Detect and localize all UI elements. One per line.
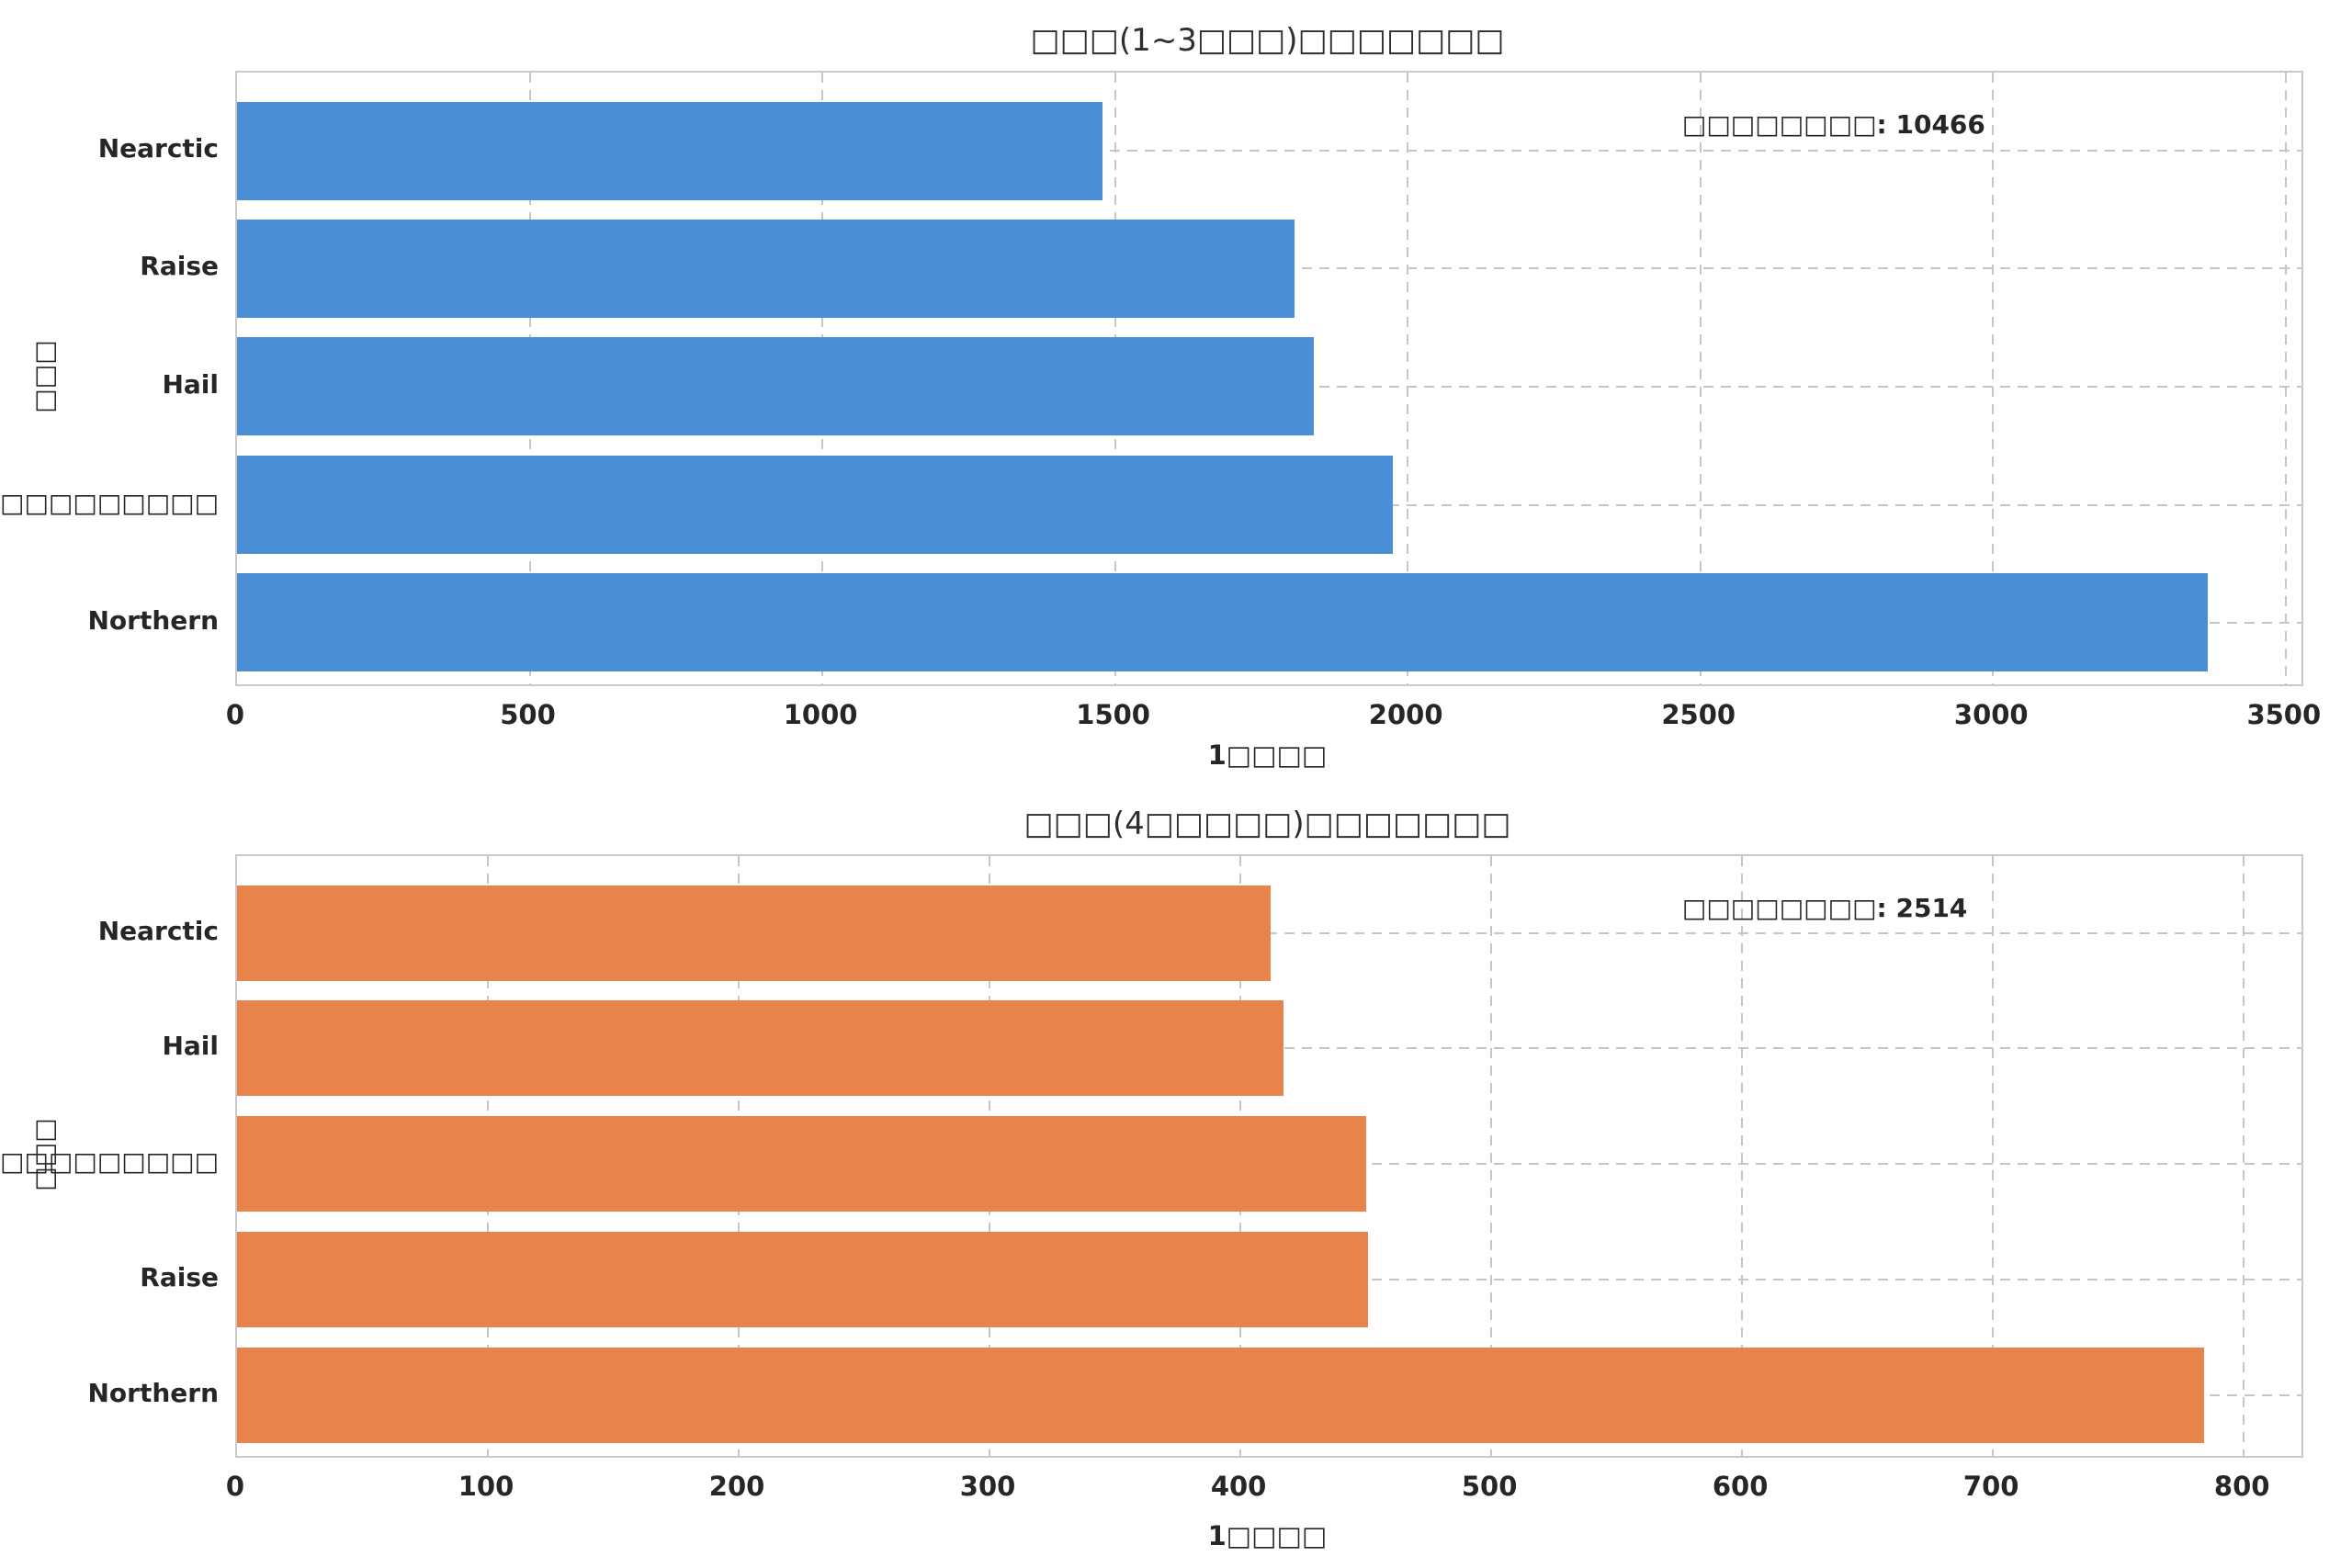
x-tick-label: 600 bbox=[1712, 1471, 1769, 1502]
vertical-gridline bbox=[1407, 73, 1409, 684]
plot-area: □□□□□□□□: 2514 bbox=[235, 854, 2303, 1458]
bar-Northern bbox=[237, 1348, 2204, 1444]
vertical-gridline bbox=[1699, 73, 1702, 684]
total-annotation: □□□□□□□□: 2514 bbox=[1681, 893, 1968, 923]
x-tick-label: 0 bbox=[225, 1471, 245, 1502]
y-tick-label: Nearctic bbox=[97, 133, 219, 164]
vertical-gridline bbox=[2284, 73, 2287, 684]
x-tick-label: 700 bbox=[1962, 1471, 2019, 1502]
bar-Nearctic bbox=[237, 101, 1102, 200]
x-axis-label: 1□□□□ bbox=[1207, 739, 1328, 771]
x-tick-label: 500 bbox=[500, 699, 556, 730]
x-tick-label: 200 bbox=[708, 1471, 765, 1502]
y-tick-label: □□□□□□□□□ bbox=[0, 1146, 220, 1178]
bar-Raise bbox=[237, 1232, 1369, 1328]
vertical-gridline bbox=[1490, 856, 1493, 1456]
x-tick-label: 1500 bbox=[1076, 699, 1150, 730]
y-tick-label: Hail bbox=[162, 368, 219, 400]
bar-Northern bbox=[237, 573, 2209, 672]
y-tick-label: □□□□□□□□□ bbox=[0, 487, 220, 518]
x-tick-label: 2500 bbox=[1661, 699, 1736, 730]
x-tick-label: 500 bbox=[1461, 1471, 1518, 1502]
vertical-gridline bbox=[2243, 856, 2245, 1456]
chart-title: □□□(4□□□□□)□□□□□□□ bbox=[1023, 806, 1511, 842]
x-tick-label: 3000 bbox=[1953, 699, 2029, 730]
x-tick-label: 1000 bbox=[783, 699, 858, 730]
bar-Hail bbox=[237, 1000, 1283, 1097]
vertical-gridline bbox=[1992, 856, 1995, 1456]
y-tick-label: Raise bbox=[140, 1262, 219, 1293]
vertical-gridline bbox=[1741, 856, 1744, 1456]
x-tick-label: 3500 bbox=[2246, 699, 2322, 730]
horizontal-gridline bbox=[237, 150, 2301, 152]
x-tick-label: 800 bbox=[2213, 1471, 2270, 1502]
x-axis-label: 1□□□□ bbox=[1207, 1520, 1328, 1551]
y-tick-label: Raise bbox=[140, 251, 219, 282]
y-tick-label: Nearctic bbox=[97, 915, 219, 946]
bar-Nearctic bbox=[237, 885, 1271, 981]
x-tick-label: 2000 bbox=[1368, 699, 1443, 730]
bar-□□□□□□□□□ bbox=[237, 1116, 1366, 1213]
bar-Raise bbox=[237, 219, 1295, 318]
vertical-gridline bbox=[1992, 73, 1995, 684]
y-tick-label: Hail bbox=[162, 1031, 219, 1062]
y-tick-label: Northern bbox=[87, 1378, 219, 1409]
plot-area: □□□□□□□□: 10466 bbox=[235, 71, 2303, 686]
y-tick-label: Northern bbox=[87, 604, 219, 636]
x-tick-label: 300 bbox=[959, 1471, 1016, 1502]
x-tick-label: 100 bbox=[458, 1471, 514, 1502]
bar-□□□□□□□□□ bbox=[237, 456, 1393, 555]
x-tick-label: 0 bbox=[225, 699, 245, 730]
bar-Hail bbox=[237, 337, 1315, 436]
chart-title: □□□(1~3□□□)□□□□□□□ bbox=[1030, 22, 1505, 59]
x-tick-label: 400 bbox=[1210, 1471, 1267, 1502]
total-annotation: □□□□□□□□: 10466 bbox=[1681, 109, 1985, 140]
